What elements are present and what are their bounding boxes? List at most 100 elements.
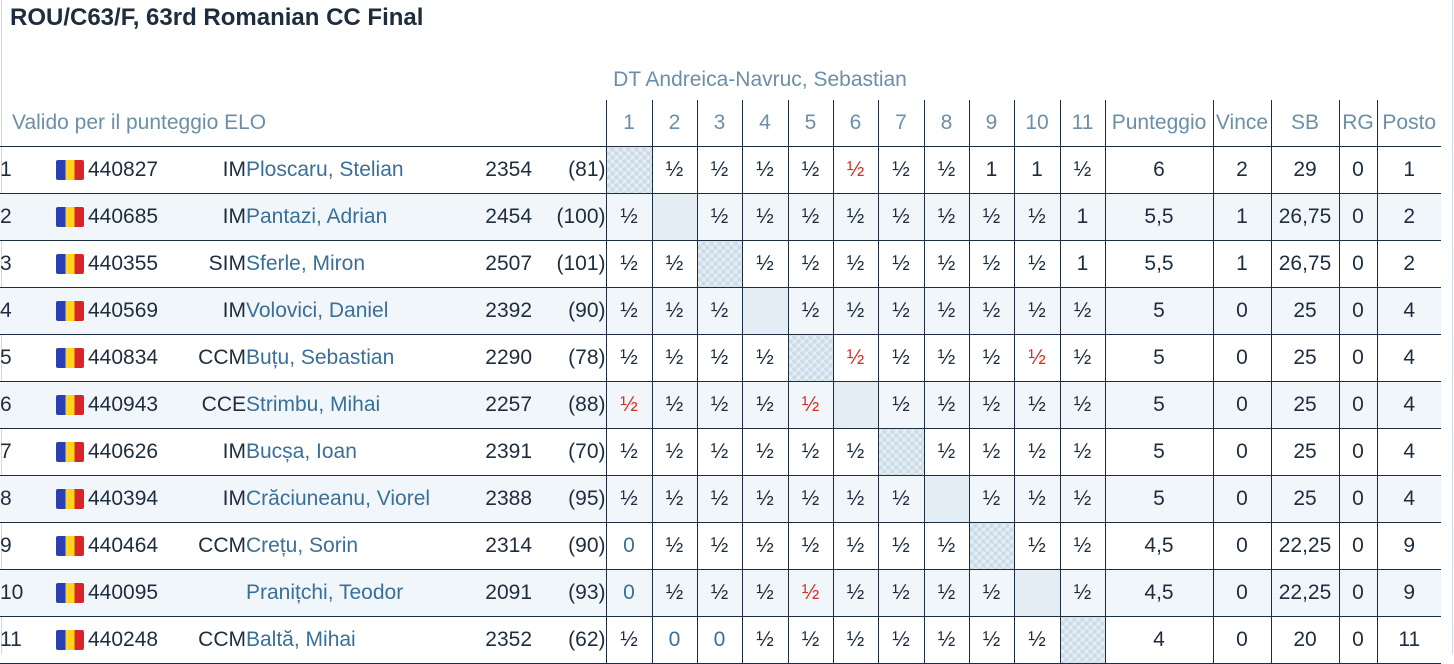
self-cell [651, 193, 697, 241]
wins-cell: 1 [1212, 193, 1271, 241]
wins-cell: 0 [1212, 428, 1271, 476]
result-cell: ½ [968, 569, 1014, 617]
result-cell: ½ [923, 522, 969, 570]
player-row: 6 440943 CCE Strimbu, Mihai 2257 (88) ½ ½ ½ ½ ½ ½ ½ ½… [0, 381, 1441, 429]
result-cell: ½ [968, 475, 1014, 523]
player-games: (101) [556, 252, 606, 275]
player-id: 440569 [88, 287, 174, 335]
player-id: 440827 [88, 158, 159, 181]
result-cell: ½ [832, 522, 878, 570]
score-cell: 5 [1104, 381, 1213, 429]
result-cell: ½ [832, 146, 878, 194]
flag-cell [52, 287, 88, 335]
romania-flag-icon [56, 442, 84, 463]
result-cell: ½ [1059, 475, 1105, 523]
result-cell: ½ [741, 569, 788, 617]
result-cell: ½ [832, 240, 878, 288]
result-cell: 0 [696, 616, 742, 664]
player-name-link[interactable]: Ploscaru, Stelian [246, 158, 404, 181]
result-cell: ½ [968, 240, 1014, 288]
result-cell: 0 [605, 522, 652, 570]
result-cell: ½ [968, 616, 1014, 664]
player-name-link[interactable]: Bucșa, Ioan [246, 440, 357, 463]
score-cell: 6 [1104, 146, 1213, 194]
player-name-link[interactable]: Sferle, Miron [246, 252, 366, 275]
result-cell: ½ [787, 616, 833, 664]
result-cell: ½ [696, 193, 742, 241]
result-cell: ½ [1059, 287, 1105, 335]
round-header: 4 [741, 100, 788, 147]
result-cell: ½ [787, 569, 833, 617]
player-row: 9 440464 CCM Crețu, Sorin 2314 (90) 0 ½ ½ ½ ½ ½ ½ ½ ½ ½… [0, 522, 1441, 570]
wins-header: Vince [1212, 100, 1271, 147]
player-name-link[interactable]: Crăciuneanu, Viorel [246, 475, 462, 523]
player-title: IM [174, 193, 246, 241]
result-cell: ½ [696, 522, 742, 570]
result-cell: ½ [696, 334, 742, 382]
round-header: 8 [923, 100, 969, 147]
result-cell: ½ [741, 146, 788, 194]
player-name-link[interactable]: Buțu, Sebastian [246, 346, 395, 369]
player-name-link[interactable]: Crețu, Sorin [246, 534, 359, 557]
player-games: (90) [532, 287, 606, 335]
result-cell: ½ [923, 428, 969, 476]
player-name-link[interactable]: Strimbu, Mihai [246, 381, 462, 429]
result-cell: ½ [877, 240, 924, 288]
player-name-link[interactable]: Baltă, Mihai [246, 628, 356, 651]
result-cell: ½ [923, 334, 969, 382]
result-cell: ½ [1013, 193, 1060, 241]
round-header: 7 [877, 100, 924, 147]
page-title: ROU/C63/F, 63rd Romanian CC Final [10, 4, 424, 31]
player-rating: 2354 [485, 158, 532, 181]
player-row: 11 440248 CCM Baltă, Mihai 2352 (62) ½ 0 0 ½ ½ ½ ½ ½ ½… [0, 616, 1441, 664]
result-cell: ½ [696, 287, 742, 335]
result-cell: ½ [1013, 287, 1060, 335]
player-title: IM [174, 475, 246, 523]
result-cell: ½ [651, 569, 697, 617]
result-cell: ½ [877, 287, 924, 335]
result-cell: ½ [741, 616, 788, 664]
self-cell [787, 334, 833, 382]
round-header: 9 [968, 100, 1014, 147]
player-games: (88) [532, 381, 606, 429]
player-number: 3 [0, 252, 12, 275]
result-cell: ½ [832, 569, 878, 617]
romania-flag-icon [56, 207, 84, 228]
result-cell: ½ [1013, 428, 1060, 476]
player-rating: 2314 [485, 534, 532, 557]
score-header: Punteggio [1104, 100, 1213, 147]
player-name-link[interactable]: Pranițchi, Teodor [246, 569, 462, 617]
result-cell: ½ [696, 428, 742, 476]
player-row: 3 440355 SIM Sferle, Miron 2507 (101) ½ ½ ½ ½ ½ ½ ½ ½… [0, 240, 1441, 288]
player-id: 440626 [88, 440, 159, 463]
player-games: (81) [568, 158, 606, 181]
result-cell: ½ [1013, 240, 1060, 288]
score-cell: 4,5 [1104, 522, 1213, 570]
place-cell: 9 [1376, 569, 1441, 617]
result-cell: ½ [787, 381, 833, 429]
round-header: 1 [605, 100, 652, 147]
self-cell [832, 381, 878, 429]
place-cell: 1 [1376, 146, 1441, 194]
result-cell: ½ [651, 287, 697, 335]
romania-flag-icon [56, 489, 84, 510]
wins-cell: 0 [1212, 569, 1271, 617]
romania-flag-icon [56, 583, 84, 604]
player-name-link[interactable]: Pantazi, Adrian [246, 193, 462, 241]
sb-cell: 20 [1270, 616, 1339, 664]
player-games: (70) [568, 440, 606, 463]
result-cell: ½ [1013, 381, 1060, 429]
rg-cell: 0 [1338, 475, 1377, 523]
score-cell: 5,5 [1104, 240, 1213, 288]
player-games: (100) [532, 193, 606, 241]
result-cell: ½ [877, 193, 924, 241]
player-rating: 2454 [462, 193, 532, 241]
player-name-link[interactable]: Volovici, Daniel [246, 287, 462, 335]
place-cell: 4 [1376, 428, 1441, 476]
result-cell: ½ [787, 146, 833, 194]
result-cell: ½ [605, 287, 652, 335]
place-cell: 4 [1376, 475, 1441, 523]
sb-header: SB [1270, 100, 1339, 147]
result-cell: 0 [605, 569, 652, 617]
score-cell: 5,5 [1104, 193, 1213, 241]
